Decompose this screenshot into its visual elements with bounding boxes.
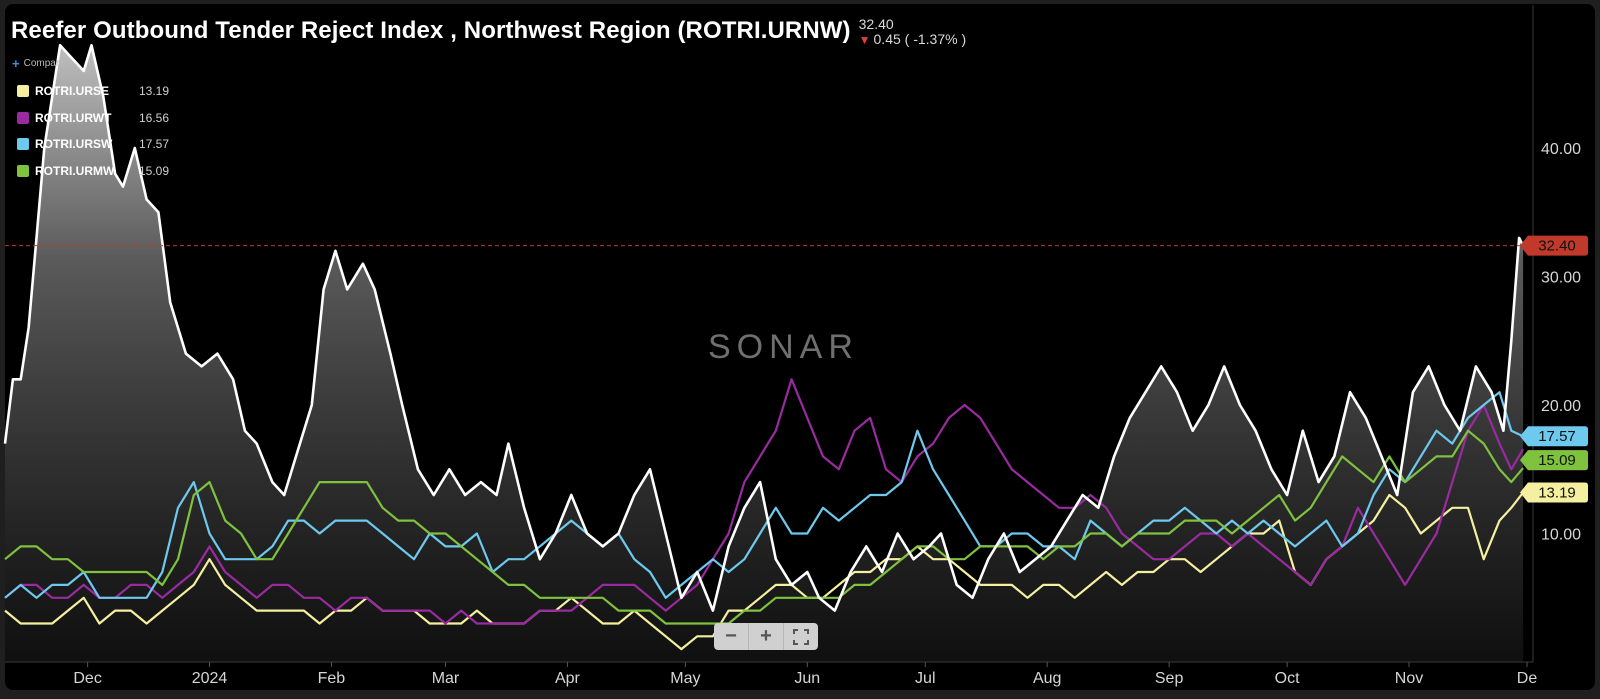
series-line-rotri-urnw xyxy=(3,43,1525,612)
series-area-rotri-urnw xyxy=(5,45,1524,662)
value-tag-shape xyxy=(1520,426,1588,447)
legend-swatch xyxy=(17,85,29,98)
legend-value: 17.57 xyxy=(138,137,169,152)
value-tag-text: 32.40 xyxy=(1538,238,1576,255)
chart-title: Reefer Outbound Tender Reject Index , No… xyxy=(11,17,851,44)
legend-swatch xyxy=(17,111,29,124)
x-tick-label: 2024 xyxy=(192,670,228,687)
value-tag-rotri-ursw: 17.57 xyxy=(1520,426,1588,447)
down-arrow-icon: ▼ xyxy=(858,33,871,47)
series-line-rotri-urse xyxy=(4,491,1524,651)
value-tag-shape xyxy=(1520,235,1588,256)
x-tick-label: Jul xyxy=(915,670,935,687)
legend-item[interactable]: ROTRI.URWT 16.56 xyxy=(17,105,169,132)
value-tag-text: 13.19 xyxy=(1538,485,1576,502)
minus-icon: − xyxy=(725,625,737,647)
compare-label: Compare... xyxy=(23,58,74,69)
quote-box: 32.40 ▼ 0.45 ( -1.37% ) xyxy=(859,16,967,48)
legend-item[interactable]: ROTRI.URMW 15.09 xyxy=(17,158,169,185)
series-line-rotri-urwt xyxy=(4,378,1525,625)
x-tick-label: Feb xyxy=(318,670,346,687)
x-ticks: Dec 2024 Feb Mar Apr May Jun Jul Aug Sep Oct Nov De xyxy=(73,662,1537,687)
y-tick-label: 20.00 xyxy=(1541,398,1581,415)
compare-button[interactable]: + Compare... xyxy=(12,56,73,71)
legend-value: 15.09 xyxy=(138,163,169,178)
legend-item[interactable]: ROTRI.URSE 13.19 xyxy=(17,78,169,105)
x-tick-label: Dec xyxy=(73,670,101,687)
x-tick-label: Nov xyxy=(1395,670,1423,687)
plus-icon: + xyxy=(760,625,772,647)
series-line-rotri-urmw xyxy=(4,429,1524,625)
legend-value: 16.56 xyxy=(138,110,169,125)
y-tick-label: 10.00 xyxy=(1541,527,1581,544)
fullscreen-icon xyxy=(793,628,809,645)
value-tag-shape xyxy=(1520,482,1588,503)
value-tag-rotri-urmw: 15.09 xyxy=(1520,450,1588,471)
zoom-controls: − + xyxy=(714,623,818,650)
legend-swatch xyxy=(17,164,29,177)
legend-item[interactable]: ROTRI.URSW 17.57 xyxy=(17,131,169,158)
chart-header: Reefer Outbound Tender Reject Index , No… xyxy=(11,16,966,48)
zoom-out-button[interactable]: − xyxy=(714,623,749,650)
x-tick-label: Sep xyxy=(1155,670,1184,687)
x-tick-label: De xyxy=(1517,670,1538,687)
area-layer xyxy=(5,45,1524,662)
series-layer xyxy=(3,43,1525,651)
x-tick-label: Jun xyxy=(794,670,820,687)
fullscreen-button[interactable] xyxy=(784,623,818,650)
zoom-in-button[interactable]: + xyxy=(749,623,784,650)
legend-value: 13.19 xyxy=(138,84,169,99)
x-tick-label: Oct xyxy=(1275,670,1300,687)
value-tag-text: 17.57 xyxy=(1538,428,1576,445)
x-tick-label: Aug xyxy=(1033,670,1061,687)
watermark: SONAR xyxy=(708,328,859,366)
value-tag-shape xyxy=(1520,450,1588,471)
legend-name: ROTRI.URSW xyxy=(35,137,113,152)
legend: ROTRI.URSE 13.19 ROTRI.URWT 16.56 ROTRI.URSW… xyxy=(17,78,169,184)
last-value: 32.40 xyxy=(858,16,894,32)
legend-swatch xyxy=(17,138,29,151)
value-tag-rotri-urnw: 32.40 xyxy=(1520,235,1588,256)
legend-name: ROTRI.URSE xyxy=(35,84,110,99)
x-tick-label: Apr xyxy=(555,670,581,687)
value-tag-rotri-urse: 13.19 xyxy=(1520,482,1588,503)
value-tag-text: 15.09 xyxy=(1538,452,1576,469)
x-tick-label: Mar xyxy=(432,670,460,687)
legend-name: ROTRI.URWT xyxy=(35,110,112,125)
plus-icon: + xyxy=(12,56,20,71)
y-tick-label: 30.00 xyxy=(1541,270,1581,287)
y-tick-label: 40.00 xyxy=(1541,141,1581,158)
x-tick-label: May xyxy=(670,670,700,687)
change-text: 0.45 ( -1.37% ) xyxy=(873,31,967,47)
legend-name: ROTRI.URMW xyxy=(35,163,115,178)
y-ticks: 10.00 20.00 30.00 40.00 xyxy=(1541,141,1581,544)
change-value: ▼ 0.45 ( -1.37% ) xyxy=(859,32,967,48)
